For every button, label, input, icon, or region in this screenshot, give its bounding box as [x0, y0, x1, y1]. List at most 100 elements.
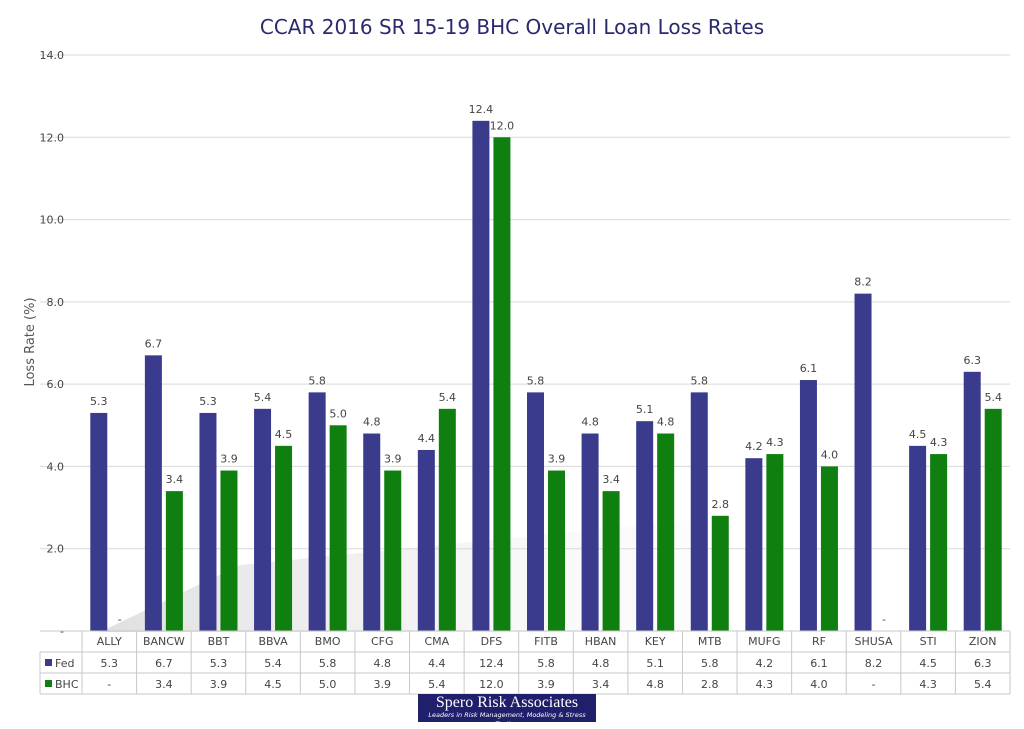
data-label-fed: 5.3 [90, 395, 108, 408]
bar-fed-bbt [199, 412, 217, 631]
bar-fed-key [636, 421, 654, 631]
bar-fed-cma [417, 449, 435, 631]
y-tick-label: 14.0 [40, 49, 65, 62]
x-tick-label: HBAN [585, 635, 617, 648]
data-label-fed: 6.7 [145, 337, 163, 350]
data-label-fed: 6.1 [800, 362, 818, 375]
table-cell-bhc: 4.3 [919, 678, 937, 691]
bars [90, 120, 1002, 632]
legend-label-fed: Fed [55, 657, 74, 670]
table-cell-fed: 6.3 [974, 657, 992, 670]
data-labels: 5.3 - 6.7 3.4 5.3 3.9 5.4 4.5 5.8 5.0 4.8 3.9 4.4 5.4… [90, 103, 1002, 626]
table-cell-fed: 8.2 [865, 657, 883, 670]
data-label-bhc: 2.8 [712, 498, 730, 511]
table-cell-bhc: 3.4 [155, 678, 173, 691]
data-label-fed: 5.1 [636, 403, 654, 416]
table-cell-bhc: 3.4 [592, 678, 610, 691]
table-cell-bhc: 12.0 [479, 678, 504, 691]
table-cell-bhc: 5.4 [974, 678, 992, 691]
data-label-fed: 5.8 [691, 374, 709, 387]
data-label-fed: 4.8 [363, 416, 381, 429]
table-cell-bhc: 4.8 [646, 678, 664, 691]
data-label-bhc: 3.4 [602, 473, 620, 486]
x-tick-label: BMO [315, 635, 341, 648]
data-label-fed: 4.2 [745, 440, 763, 453]
spero-logo: Spero Risk Associates Leaders in Risk Ma… [418, 694, 596, 728]
data-label-bhc: 3.4 [166, 473, 184, 486]
x-tick-label: ZION [969, 635, 997, 648]
x-tick-label: STI [920, 635, 937, 648]
table-cell-bhc: - [872, 678, 876, 691]
table-cell-bhc: 4.0 [810, 678, 828, 691]
table-cell-fed: 5.1 [646, 657, 664, 670]
table-cell-fed: 4.5 [919, 657, 937, 670]
table-cell-fed: 4.8 [592, 657, 610, 670]
bar-fed-dfs [472, 120, 490, 631]
bar-fed-bancw [144, 355, 162, 631]
data-label-bhc: 4.5 [275, 428, 293, 441]
x-tick-label: BBT [208, 635, 230, 648]
data-label-bhc: 4.3 [930, 436, 948, 449]
y-tick-label: 4.0 [47, 460, 65, 473]
data-label-fed: 5.4 [254, 391, 272, 404]
x-tick-label: CMA [424, 635, 449, 648]
bar-bhc-hban [602, 491, 620, 631]
table-cell-fed: 4.2 [756, 657, 774, 670]
data-label-fed: 6.3 [963, 354, 981, 367]
y-tick-label: 10.0 [40, 214, 65, 227]
table-cell-fed: 5.4 [264, 657, 282, 670]
data-label-bhc: 4.8 [657, 416, 675, 429]
table-cell-bhc: 4.3 [756, 678, 774, 691]
y-tick-label: 2.0 [47, 543, 65, 556]
data-label-bhc: - [118, 613, 122, 626]
table-cell-fed: 12.4 [479, 657, 504, 670]
bar-bhc-zion [984, 408, 1002, 631]
data-label-bhc: 3.9 [384, 453, 402, 466]
data-label-bhc: 5.0 [329, 407, 347, 420]
data-label-fed: 4.5 [909, 428, 927, 441]
logo-tagline: Leaders in Risk Management, Modeling & S… [428, 711, 586, 728]
bar-bhc-mtb [711, 515, 729, 631]
data-label-bhc: 4.3 [766, 436, 784, 449]
bar-fed-ally [90, 412, 108, 631]
table-cell-bhc: 3.9 [537, 678, 555, 691]
bar-bhc-bmo [329, 425, 347, 631]
bar-bhc-cma [438, 408, 456, 631]
data-label-bhc: 5.4 [984, 391, 1002, 404]
table-cell-bhc: 4.5 [264, 678, 282, 691]
data-table: ALLY 5.3 - BANCW 6.7 3.4 BBT 5.3 3.9 BBVA 5.4 4.5 BM… [39, 630, 1011, 695]
data-label-bhc: 4.0 [821, 448, 839, 461]
y-tick-label: 8.0 [47, 296, 65, 309]
bar-fed-cfg [363, 433, 381, 631]
data-label-fed: 4.8 [581, 416, 599, 429]
bar-bhc-bbva [275, 445, 293, 631]
bar-fed-rf [799, 380, 817, 631]
bar-fed-bmo [308, 392, 326, 631]
x-tick-label: MUFG [748, 635, 780, 648]
table-cell-bhc: 3.9 [373, 678, 391, 691]
table-cell-bhc: 2.8 [701, 678, 719, 691]
table-cell-fed: 5.8 [537, 657, 555, 670]
bar-bhc-mufg [766, 454, 784, 631]
bar-fed-zion [963, 371, 981, 631]
table-cell-bhc: - [107, 678, 111, 691]
legend-label-bhc: BHC [55, 678, 79, 691]
x-tick-label: DFS [481, 635, 503, 648]
y-tick-label: 12.0 [40, 131, 65, 144]
x-tick-label: CFG [371, 635, 394, 648]
y-axis-label: Loss Rate (%) [23, 297, 38, 386]
table-cell-fed: 6.7 [155, 657, 173, 670]
bar-bhc-sti [930, 454, 948, 631]
logo-name: Spero Risk Associates [435, 694, 579, 711]
legend-swatch-bhc [45, 680, 52, 687]
data-label-fed: 5.3 [199, 395, 217, 408]
bar-bhc-dfs [493, 137, 511, 632]
y-tick-label: 6.0 [47, 378, 65, 391]
y-axis-ticks: -2.04.06.08.010.012.014.0 [40, 49, 65, 638]
x-tick-label: BBVA [259, 635, 289, 648]
data-label-fed: 5.8 [527, 374, 545, 387]
x-tick-label: KEY [645, 635, 666, 648]
bar-bhc-cfg [384, 470, 402, 631]
data-label-fed: 5.8 [308, 374, 326, 387]
